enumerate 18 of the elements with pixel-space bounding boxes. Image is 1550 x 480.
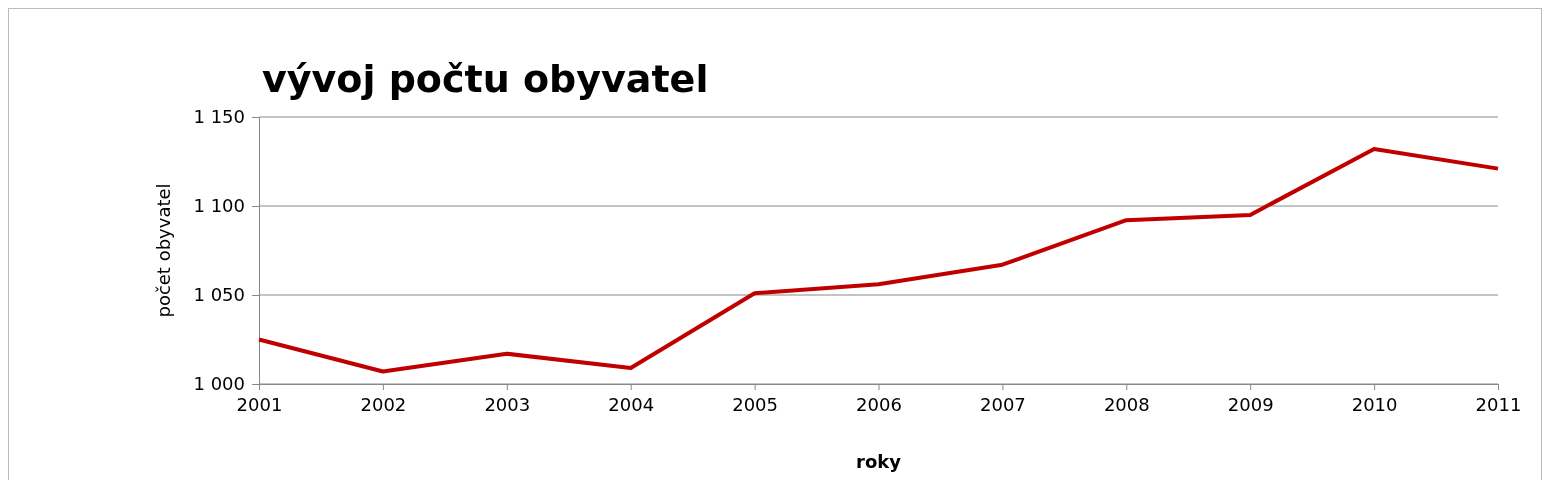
- y-tick-label: 1 050: [193, 284, 245, 306]
- x-tick-label: 2010: [1351, 394, 1398, 415]
- x-tick-label: 2009: [1227, 394, 1274, 415]
- x-tick-label: 2011: [1475, 394, 1522, 415]
- y-tick-label: 1 100: [193, 195, 245, 217]
- x-tick-label: 2006: [856, 394, 902, 415]
- y-tick-label: 1 150: [193, 106, 245, 128]
- x-tick-label: 2004: [608, 394, 655, 415]
- x-tick-label: 2001: [236, 394, 283, 415]
- x-tick-label: 2005: [732, 394, 779, 415]
- y-axis-title: počet obyvatel: [153, 183, 174, 318]
- y-tick-label: 1 000: [193, 373, 245, 395]
- chart-title: vývoj počtu obyvatel: [262, 57, 709, 101]
- x-tick-label: 2003: [484, 394, 531, 415]
- x-axis-title: roky: [856, 451, 902, 472]
- x-tick-label: 2002: [360, 394, 407, 415]
- x-tick-label: 2007: [979, 394, 1026, 415]
- x-tick-label: 2008: [1103, 394, 1150, 415]
